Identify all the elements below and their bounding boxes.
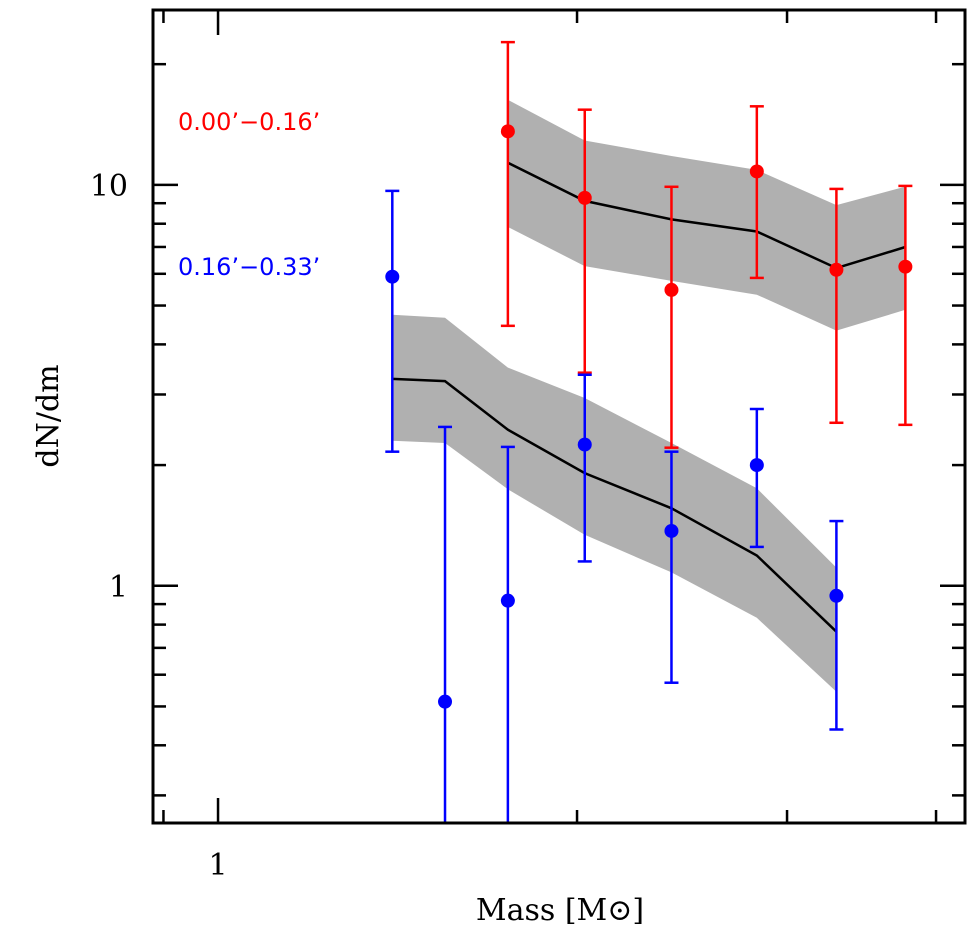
y-tick-label: 1 bbox=[109, 570, 128, 605]
data-point bbox=[749, 164, 764, 179]
axis-ticks bbox=[153, 10, 965, 823]
model-band-series-1 bbox=[507, 99, 906, 331]
legend-series-2: 0.16’−0.33’ bbox=[178, 253, 320, 281]
data-point bbox=[829, 262, 844, 277]
model-band-series-2 bbox=[392, 314, 837, 692]
y-axis-label: dN/dm bbox=[31, 364, 66, 467]
legend-series-1: 0.00’−0.16’ bbox=[178, 108, 320, 136]
data-point bbox=[577, 437, 592, 452]
y-tick-label: 10 bbox=[90, 169, 128, 204]
data-points bbox=[385, 124, 913, 709]
x-axis-label: Mass [M⊙] bbox=[476, 893, 644, 928]
tick-labels: 1 10 1 bbox=[90, 169, 228, 883]
data-point bbox=[500, 593, 515, 608]
error-bars bbox=[385, 40, 913, 823]
data-point bbox=[664, 282, 679, 297]
model-line-series-1 bbox=[507, 161, 906, 270]
data-point bbox=[500, 124, 515, 139]
data-point bbox=[438, 694, 453, 709]
model-bands bbox=[392, 99, 906, 692]
data-point bbox=[577, 190, 592, 205]
data-point bbox=[664, 523, 679, 538]
data-point bbox=[385, 269, 400, 284]
data-point bbox=[898, 259, 913, 274]
x-tick-label: 1 bbox=[208, 848, 227, 883]
data-point bbox=[829, 588, 844, 603]
data-point bbox=[749, 458, 764, 473]
plot-frame bbox=[151, 8, 967, 825]
